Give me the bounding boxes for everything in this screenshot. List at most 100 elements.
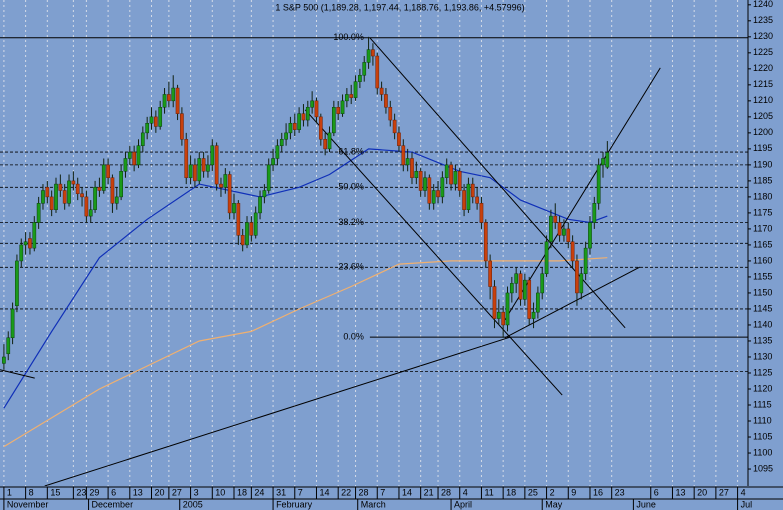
candle-body [197,158,202,182]
y-tick-label: 1200 [753,127,773,137]
candle-body [158,107,163,127]
candle-body [88,209,93,217]
moving-average [3,257,608,448]
candle-body [101,164,106,191]
candle-body [258,196,262,214]
x-tick-label: 7 [380,487,385,497]
candle-body [501,311,506,326]
candle-body [97,187,102,191]
candle-body [457,171,462,191]
x-tick-label: 18 [506,487,516,497]
candle-body [401,145,406,166]
candle-body [45,187,50,198]
month-label: June [636,499,656,509]
x-tick-label: 21 [424,487,434,497]
candle-body [253,212,258,236]
candle-body [10,308,15,339]
candle-body [536,292,540,313]
candle-body [84,196,89,217]
candle-body [171,87,176,102]
y-tick-label: 1095 [753,463,773,473]
x-tick-label: 1 [7,487,12,497]
y-tick-label: 1170 [753,223,772,233]
x-tick-label: 23 [615,487,625,497]
candle-body [249,222,254,236]
x-tick-label: 14 [402,487,412,497]
candle-body [236,203,241,236]
x-tick-label: 16 [593,487,603,497]
candle-body [184,139,189,178]
grid [3,0,739,486]
y-tick-label: 1140 [753,319,772,329]
month-label: December [92,499,134,509]
candle-body [214,145,219,185]
candle-body [279,139,284,146]
month-label: March [361,499,386,509]
candle-body [453,171,458,185]
x-tick-label: 18 [237,487,247,497]
month-label: 2005 [183,499,203,509]
candle-body [431,190,436,204]
x-tick-label: 13 [133,487,143,497]
x-tick-label: 20 [697,487,707,497]
candle-body [518,273,523,300]
x-tick-label: 23 [76,487,86,497]
candle-body [427,177,432,204]
candle-body [588,222,592,249]
x-tick-label: 13 [675,487,685,497]
candle-body [596,164,601,204]
candle-body [592,203,597,223]
x-tick-label: 25 [528,487,538,497]
candle-body [566,228,571,242]
x-tick-label: 28 [359,487,369,497]
candle-body [140,132,145,146]
candle-body [49,196,54,210]
candle-body [149,116,154,124]
candle-body [570,241,575,262]
month-label: Jul [741,499,753,509]
candle-body [227,174,232,214]
y-tick-label: 1190 [753,159,772,169]
y-tick-label: 1100 [753,447,772,457]
y-tick-label: 1130 [753,351,772,361]
candles [2,36,610,370]
fib-label: 38.2% [338,217,364,227]
candle-body [540,273,545,294]
candle-body [310,100,314,108]
x-tick-label: 31 [276,487,286,497]
candle-body [353,81,358,98]
y-tick-label: 1205 [753,111,773,121]
candle-body [318,116,323,140]
x-tick-label: 27 [172,487,182,497]
candle-body [440,177,445,198]
trend-line [504,266,641,339]
x-tick-label: 29 [89,487,99,497]
trend-line [504,67,661,321]
candle-body [327,132,332,150]
candle-body [384,94,388,108]
candle-body [71,180,76,185]
candle-body [575,260,579,294]
candle-body [284,132,288,140]
x-tick-label: 8 [29,487,34,497]
y-tick-label: 1160 [753,255,772,265]
x-tick-label: 2 [550,487,555,497]
x-tick-label: 28 [441,487,451,497]
candle-body [340,100,345,114]
candle-body [54,183,58,210]
candle-body [80,193,84,198]
candle-body [114,196,119,204]
candle-body [201,158,206,172]
y-tick-label: 1110 [753,415,772,425]
candle-body [509,283,514,294]
candle-body [41,190,45,204]
x-tick-label: 10 [215,487,225,497]
candle-body [466,183,471,210]
candle-body [601,158,605,166]
y-tick-label: 1120 [753,383,772,393]
candle-body [349,94,354,98]
candle-body [410,158,414,178]
candle-body [188,164,193,178]
